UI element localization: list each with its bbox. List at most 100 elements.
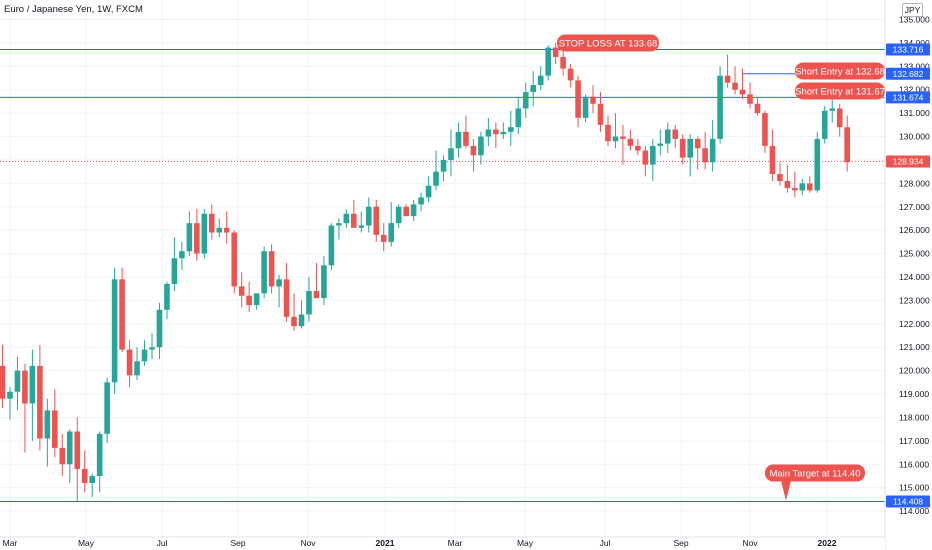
candle-body [149,347,155,350]
candle-body [590,96,596,104]
candle-body [358,225,365,228]
candle-body [470,145,477,156]
candle-body [769,145,776,174]
time-tick-label: Sep [230,538,245,548]
price-tick-label: 135.000 [899,15,930,25]
candle-body [717,75,723,139]
candle-body [440,159,447,172]
price-tick-label: 118.000 [899,412,929,422]
price-tick-label: 119.000 [899,389,929,399]
candle-body [231,232,238,287]
candle-body [627,138,634,146]
time-tick-label: 2022 [818,538,837,548]
chart-title: Euro / Japanese Yen, 1W, FXCM [4,4,143,15]
candle-body [365,206,372,226]
price-tick-label: 132.000 [899,85,930,95]
candle-body [410,204,417,217]
price-tag-label: 114.408 [893,497,923,507]
candle-body [679,138,686,158]
candle-body [739,89,746,95]
candle-body [672,129,679,139]
price-tick-label: 115.000 [899,483,929,493]
candle-body [44,410,51,439]
horizontal-lines[interactable] [0,49,885,503]
candle-body [336,223,342,226]
candle-body [493,129,499,135]
candle-body [433,171,439,186]
candle-body [171,258,178,285]
price-tag-label: 132.682 [893,69,924,79]
candle-body [351,213,357,228]
line-price-tag [886,91,930,104]
candle-body [126,349,133,376]
candle-body [201,213,208,254]
callout-label: Short Entry at 131.67 [795,86,885,97]
callout-pointer [781,480,791,501]
price-tick-label: 122.000 [899,319,930,329]
candle-body [74,431,81,469]
candle-body [829,108,836,111]
candle-body [807,183,813,191]
candle-body [328,225,335,266]
candle-body [313,291,320,299]
candle-body [395,206,402,224]
candle-body [209,213,215,233]
candle-body [650,145,656,165]
candle-body [515,108,522,128]
candle-body [298,314,305,327]
candle-body [276,279,282,287]
time-tick-label: Mar [3,538,18,548]
candle-body [814,138,821,191]
candle-body [418,197,424,205]
candle-body [216,227,223,233]
callout-label: Short Entry at 132.68 [795,66,885,77]
candle-body [836,108,843,128]
time-tick-label: Nov [742,538,758,548]
candle-body [306,291,312,315]
time-tick-label: Jul [600,538,611,548]
candle-body [7,391,13,399]
candle-body [380,234,387,242]
candle-body [575,80,581,118]
price-tag-label: 128.934 [893,156,924,166]
time-tick-label: Mar [448,538,463,548]
price-tag-label: 131.674 [893,92,924,102]
candle-body [612,136,619,142]
grid [0,0,885,537]
candle-body [635,145,641,151]
candle-body [724,75,731,83]
currency-badge[interactable]: JPY [902,3,923,17]
price-tick-label: 123.000 [899,295,930,305]
candle-body [478,136,484,156]
price-tick-label: 128.000 [899,178,930,188]
candle-body [388,223,394,242]
candle-body [96,433,103,476]
candle-body [642,150,649,165]
candle-body [605,124,611,142]
candle-body [844,127,850,163]
price-tag-label: 133.716 [893,45,924,55]
candle-body [179,251,185,259]
candle-body [81,468,88,483]
callout: STOP LOSS AT 133.68 [557,34,659,52]
candle-body [821,110,828,139]
candle-body [762,113,768,146]
candle-body [119,279,125,350]
candle-body [508,127,514,132]
time-axis[interactable]: Mar May Jul Sep Nov 2021 Mar May Jul Sep Nov 2022 [0,536,885,550]
price-axis[interactable]: 114.000 115.000 116.000 117.000 118.000 119.0… [884,0,932,550]
candle-body [425,185,432,198]
candle-body [29,365,36,404]
candle-body [657,143,664,146]
price-tick-label: 117.000 [899,436,929,446]
price-tick-label: 125.000 [899,249,930,259]
candle-body [66,431,73,465]
candle-body [777,174,783,182]
candle-body [223,227,230,233]
candle-body [343,213,350,224]
candle-body [186,223,193,252]
price-tick-label: 134.000 [899,38,930,48]
callout-label: STOP LOSS AT 133.68 [559,38,658,49]
price-tags: 133.716 132.682 131.674 114.408 128.934 [886,43,930,508]
